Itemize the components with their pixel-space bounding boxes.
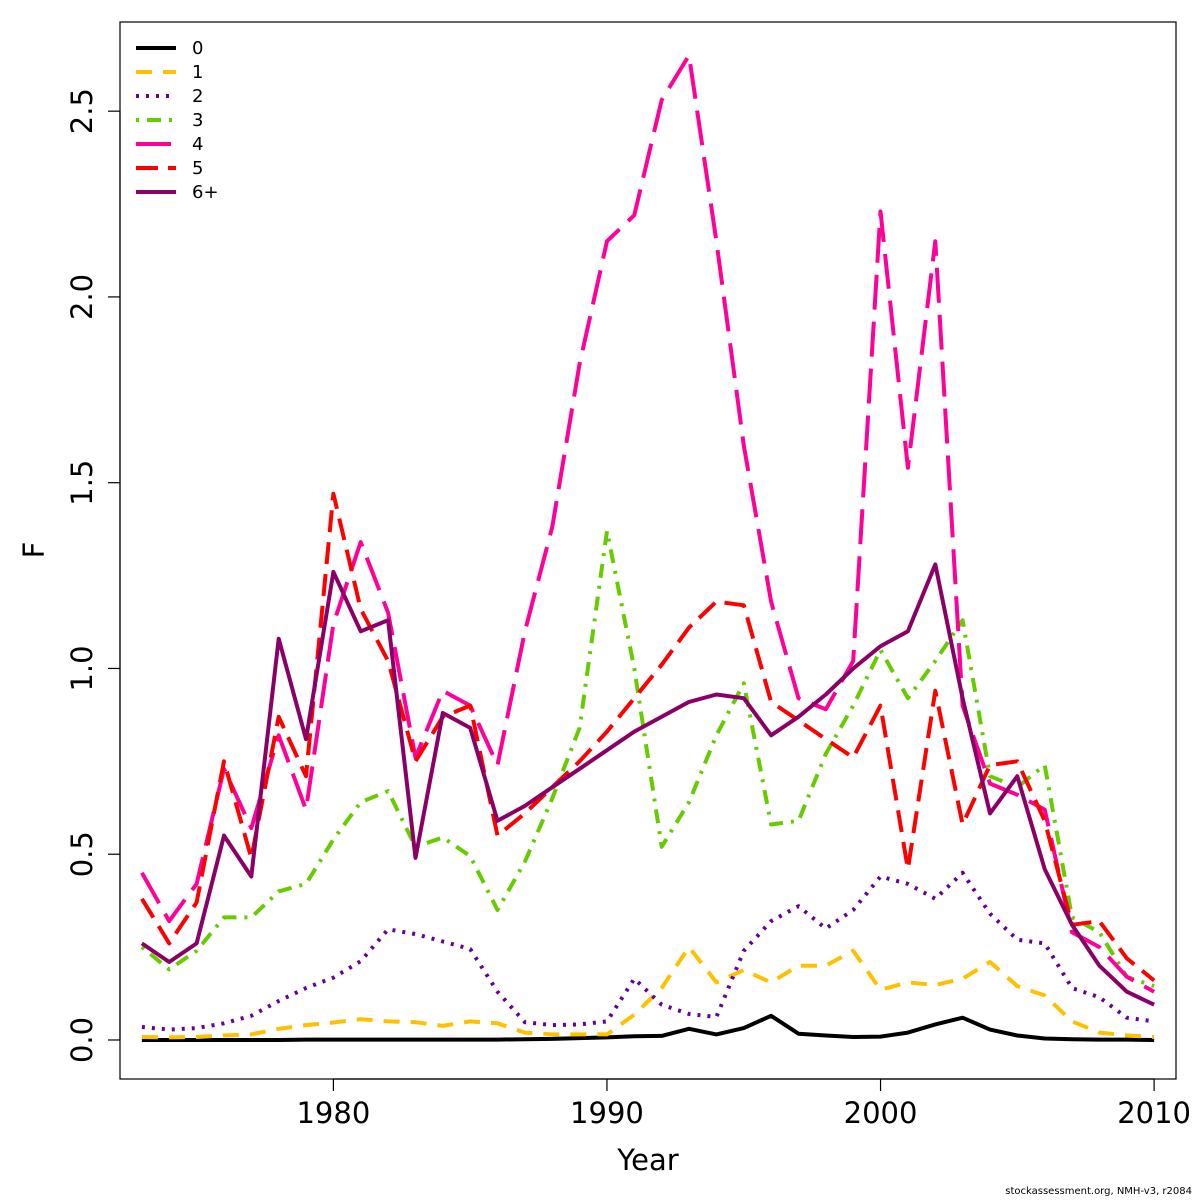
footer-credit: stockassessment.org, NMH-v3, r2084 [1005, 1186, 1192, 1197]
x-tick-label: 1980 [296, 1096, 370, 1130]
legend-label-4: 4 [192, 134, 203, 155]
series-line-2 [142, 873, 1154, 1030]
series-line-5 [142, 494, 1154, 981]
x-tick-label: 1990 [570, 1096, 644, 1130]
x-axis-label: Year [616, 1143, 678, 1177]
y-tick-label: 1.0 [65, 645, 99, 691]
legend-label-2: 2 [192, 86, 203, 107]
x-axis: 1980 1990 2000 2010 [296, 1079, 1191, 1130]
series-line-1 [142, 947, 1154, 1037]
y-tick-label: 2.0 [65, 274, 99, 320]
series-line-0 [142, 1016, 1154, 1040]
y-tick-label: 2.5 [65, 88, 99, 134]
x-tick-label: 2000 [844, 1096, 918, 1130]
series-layer [142, 55, 1154, 1040]
y-axis-label: F [17, 542, 51, 559]
y-tick-label: 0.5 [65, 831, 99, 877]
y-tick-label: 1.5 [65, 460, 99, 506]
plot-frame [120, 22, 1176, 1079]
series-line-6 [142, 564, 1154, 1004]
y-axis: 0.0 0.5 1.0 1.5 2.0 2.5 [65, 88, 120, 1063]
legend-label-3: 3 [192, 110, 203, 131]
legend-label-0: 0 [192, 38, 203, 59]
series-line-3 [142, 531, 1154, 986]
y-tick-label: 0.0 [65, 1017, 99, 1063]
legend-label-6: 6+ [192, 182, 219, 203]
legend-label-1: 1 [192, 62, 203, 83]
legend-label-5: 5 [192, 158, 203, 179]
legend: 0 1 2 3 4 5 6+ [136, 38, 219, 203]
series-line-4 [142, 55, 1154, 991]
x-tick-label: 2010 [1117, 1096, 1191, 1130]
